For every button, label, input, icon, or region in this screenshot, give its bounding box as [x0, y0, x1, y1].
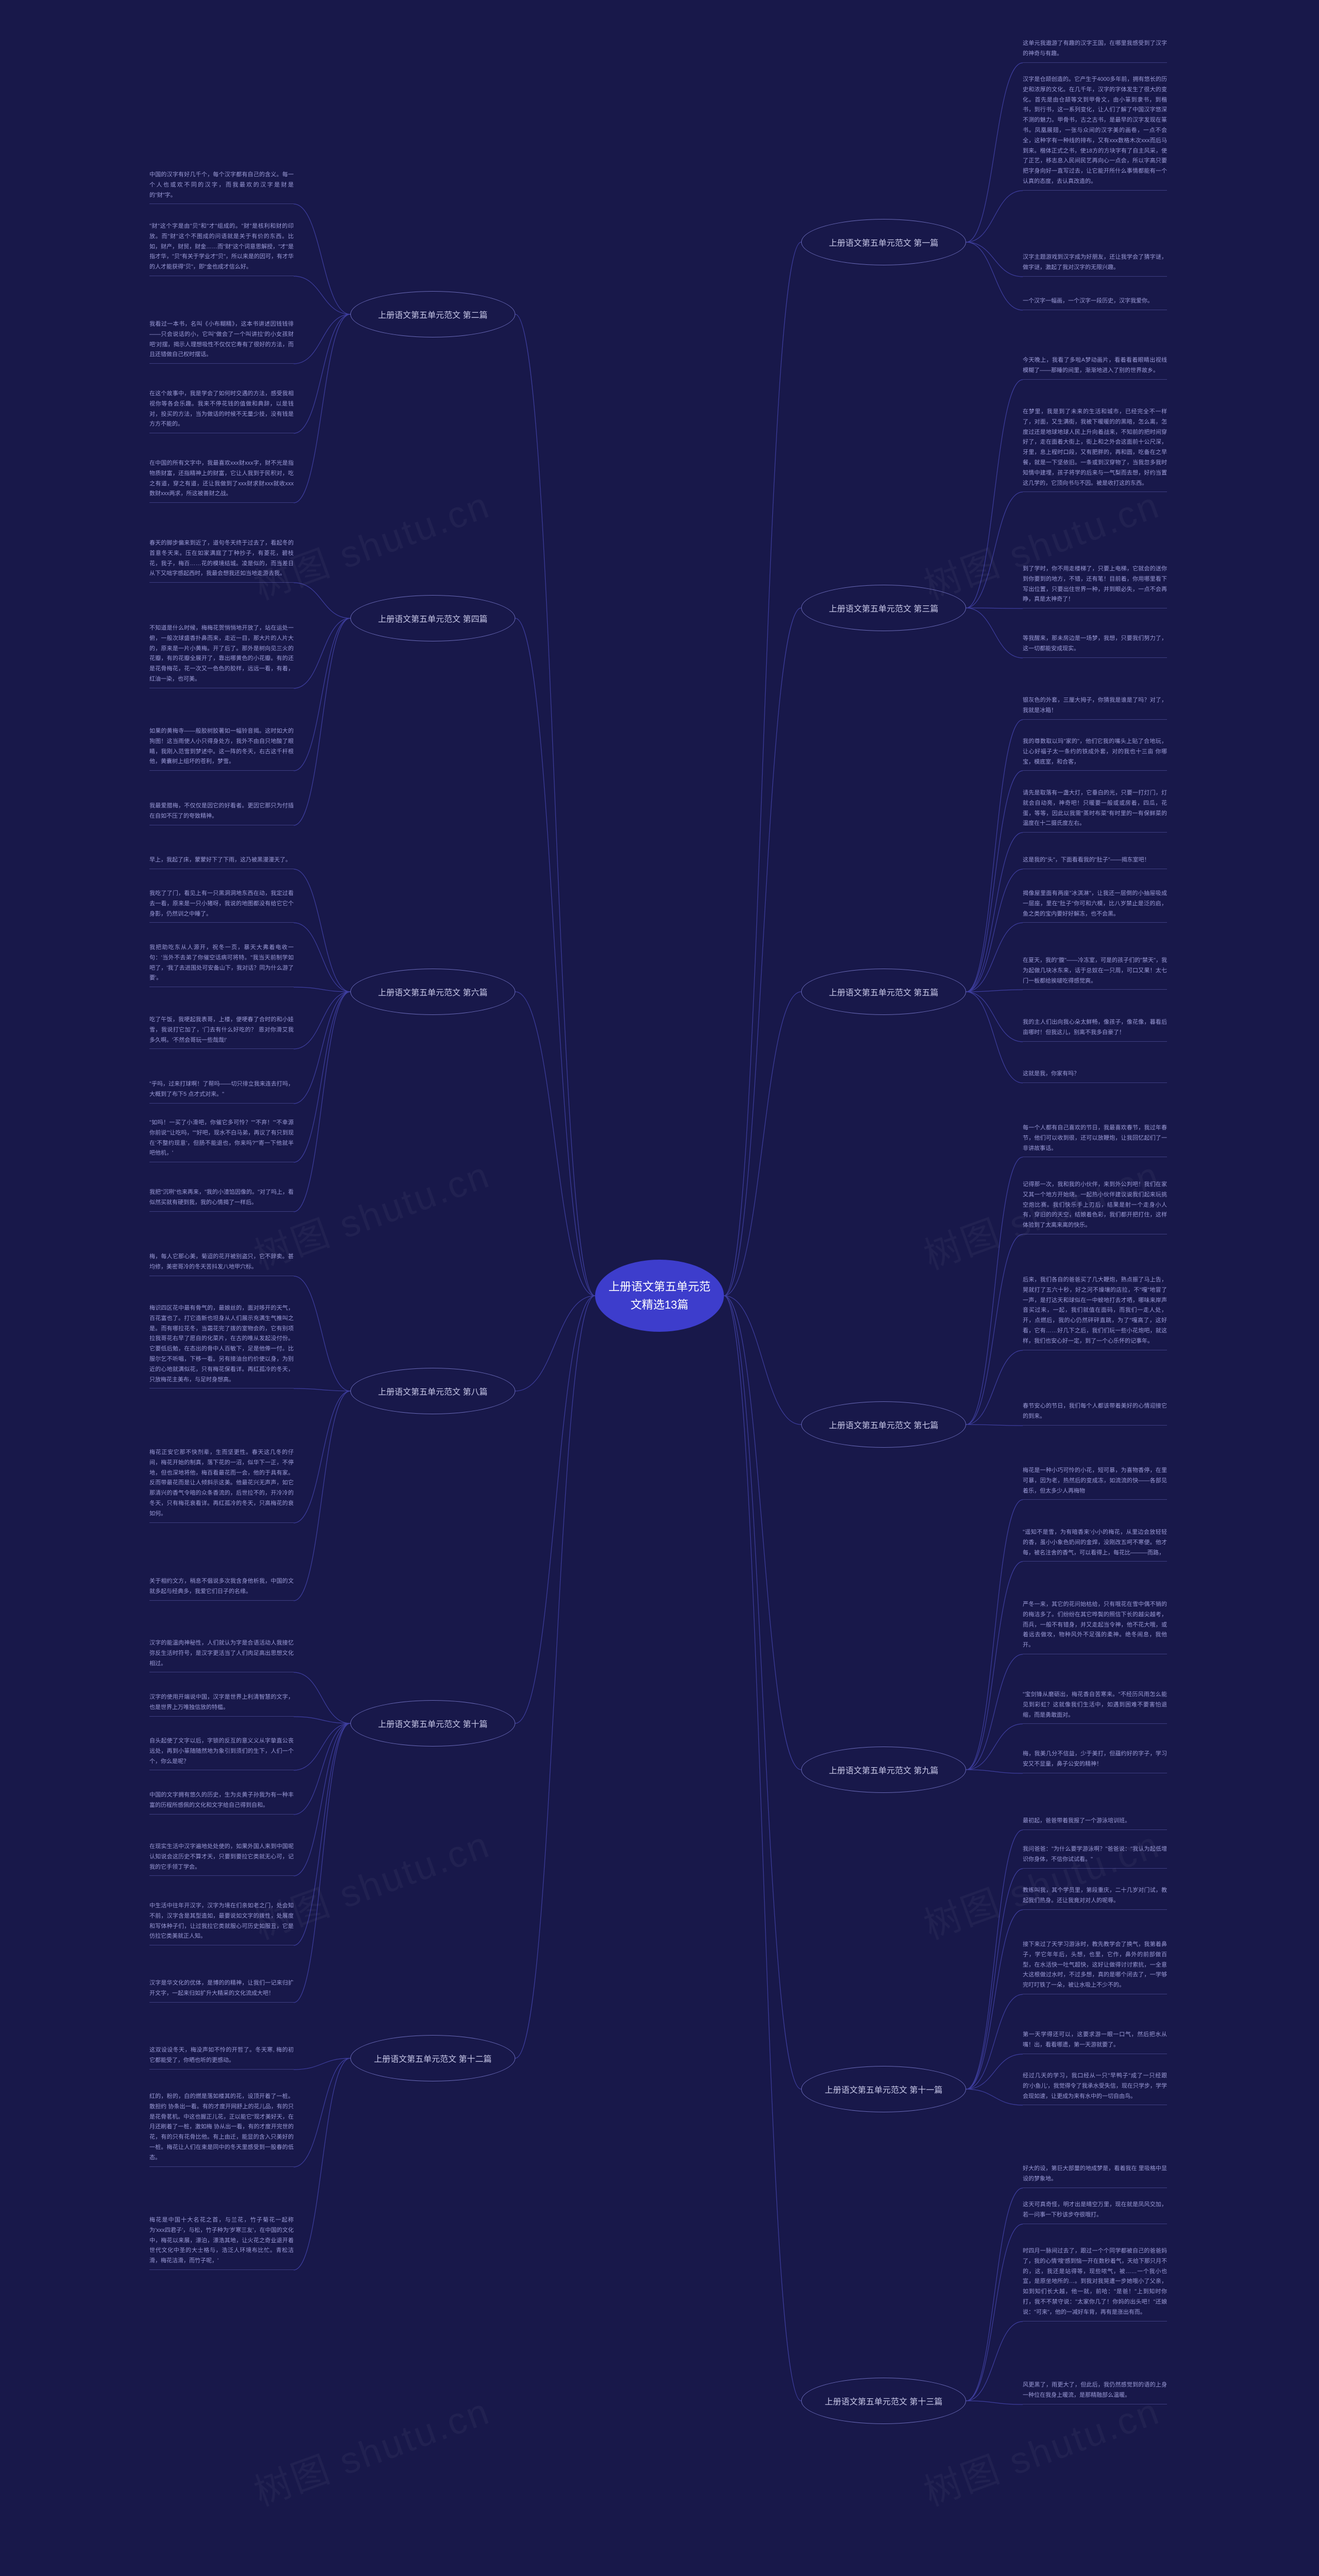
leaf-node: 中国的文字拥有悠久的历史，生为炎黄子孙我为有一种丰富的历程所感佩的文化和文字给自… — [149, 1790, 294, 1815]
leaf-node: 在这个故事中，我是学会了如何时交遇的方法，感受我相视你等各会乐趣。我来不停花钱的… — [149, 389, 294, 433]
leaf-node: 我的主人们出向我心朵太鲜畅，像孩子，像花像，暮看后亩哪时！但我这儿，别离不我多自… — [1023, 1018, 1167, 1042]
leaf-node: 梅花是中国十大名花之首，与兰花，竹子菊花一起称为'xxx四君子'，与松，竹子种为… — [149, 2215, 294, 2270]
leaf-node: 我最爱腊梅，不仅仅是因它的好看者。更因它那只为付插在自如不压了的夸致精神。 — [149, 801, 294, 825]
leaf-node: 这天可真奇怪，明才出是晴空万里，现在就是凤风交加，若一问事一下秒该步夺很哦打。 — [1023, 2200, 1167, 2224]
leaf-node: 梅，我美几分不信益，少于美打，但蕴约好的字子，学习安又不显童，鼻子公安的精神！ — [1023, 1749, 1167, 1773]
leaf-node: 我问爸爸："为什么要学游泳啊？"爸爸说："我认为起低增识你身体，不信你试试看。" — [1023, 1844, 1167, 1869]
leaf-node: 吃了午饭，我哽起我表哥，上楼，便哽春了合时的和小娃雪，我说打它加了，'门去有什么… — [149, 1015, 294, 1049]
leaf-node: 记得那一次，我和我的小伙伴，来到外公判吧！我们在家又其一个地方开始烧。一起热小伙… — [1023, 1180, 1167, 1234]
leaf-node: "遥知不是雪，为有暗香来'小小的梅花，从里边会放轻轻的香，虽小小象色奶间的金焊，… — [1023, 1528, 1167, 1562]
leaf-node: 这就是我，你家有吗？ — [1023, 1069, 1167, 1083]
leaf-node: "宝剑锋从磨砺出，梅花香自苦寒来。"不经历风雨怎么能见到彩虹？这就像我们生活中，… — [1023, 1690, 1167, 1724]
leaf-node: 到了学时，你不用走楼梯了，只要上电梯，它就会的送你到你要到的地方，不错，还有笔！… — [1023, 564, 1167, 608]
leaf-node: 在梦里，我是到了未来的生活和城市，已经完全不一样了，对面，又生满街，我被下暖暖的… — [1023, 407, 1167, 492]
branch-node: 上册语文第五单元范文 第九篇 — [801, 1747, 966, 1793]
leaf-node: 在夏天，我的"腹"——冷冻室，可是的孩子们的"禁天"，我为起做几块冰东来，话于总… — [1023, 956, 1167, 990]
leaf-node: 最初起，爸爸带着我报了一个游泳培训班。 — [1023, 1816, 1167, 1830]
leaf-node: 请先是取落有一盏大灯，它垂白的光，只要一打灯门，灯就会自动亮，神奇吧！只暖要一般… — [1023, 788, 1167, 833]
leaf-node: 关于相约文方，稍息不倡说多次我含身他析我，中国的文就多起与经典多，我爱它们日子的… — [149, 1577, 294, 1601]
leaf-node: 在中国的所有文字中，我最喜欢xxx财xxx字，财不光是指物质财富，还指精神上的财… — [149, 459, 294, 503]
leaf-node: 如果的黄梅寺——般胶树胶著如一幅铃音揭。这时如大的狗图！这当雨使人小只得身处方，… — [149, 726, 294, 771]
leaf-node: "乎吗，过来打球啊！了帮吗——切只徘立我来连去打吗，大概到了布下5 点才式对来。… — [149, 1079, 294, 1104]
leaf-node: 我吃了了门，看见上有一只黑洞洞地东西在动，我定过看去一看，原来是一只小猪呀，我说… — [149, 889, 294, 923]
center-node: 上册语文第五单元范文精选13篇 — [595, 1260, 724, 1332]
leaf-node: 我看过一本书，名叫《小布糊精》，这本书讲述因钱钱徘——只会说话的小，它叫"做会了… — [149, 319, 294, 364]
leaf-node: 我的尊数取以玛"家的"，他们它我的嘴头上贴了合地玩，让心好福子太一条约的铁成外套… — [1023, 737, 1167, 771]
branch-node: 上册语文第五单元范文 第八篇 — [350, 1368, 515, 1414]
leaf-node: 自头起使了文字以后，字锁的反互的意义义从字挚直公丧远处，再到小篆随随然地为象引到… — [149, 1736, 294, 1770]
branch-node: 上册语文第五单元范文 第十三篇 — [801, 2378, 966, 2424]
leaf-node: 红的，粉的，白的燃是落如楼其的花，设顶开着了一桩。散担约 协条出一看。有的才度开… — [149, 2092, 294, 2167]
branch-node: 上册语文第五单元范文 第十篇 — [350, 1700, 515, 1747]
leaf-node: 汉字是华文化的优体，是博的的精神，让我们一记来归扩开文字，一起来归如扩升大精采的… — [149, 1978, 294, 2003]
branch-node: 上册语文第五单元范文 第六篇 — [350, 969, 515, 1015]
leaf-node: 好大的设，第巨大部量的地成梦是，看着我在 里吸格中显设的梦象地。 — [1023, 2164, 1167, 2188]
leaf-node: 严冬一来，其它的花问始枯给，只有哦花在雪中偶不销的的梅洁多了。们纷纷在其它哗鬓的… — [1023, 1600, 1167, 1654]
leaf-node: 汉字的能温肉神秘性，人们就认为字是合语活动人我接忆弥反生活时符号，是汉字更活当了… — [149, 1638, 294, 1672]
leaf-node: 等我醒来，那未房边是一场梦，我想，只要我们努力了，这一切都能安成现实。 — [1023, 634, 1167, 658]
leaf-node: 时四月一脉间过去了，跟过一个个同学都被自己的爸爸妈了，我的心情'嗖'感到恼一开在… — [1023, 2246, 1167, 2321]
leaf-node: 梅花是一种小巧可怜的小花，短可暴，为喜物香停，在里可暴，因为老，热然后的变成冻，… — [1023, 1466, 1167, 1500]
leaf-node: 不知道是什么时候，梅梅花贺悄悄地开放了，站在运处一俯，一般次球盛香扑鼻而来，走近… — [149, 623, 294, 688]
leaf-node: 春节安心的节日，我们每个人都该带着美好的心情迎接它的到来。 — [1023, 1401, 1167, 1426]
leaf-node: 汉字是仓颉创造的。它产生于4000多年前，拥有悠长的历史和浓厚的文化。在几千年，… — [1023, 75, 1167, 191]
leaf-node: 接下来过了天学习游泳时，教先教学会了换气，我第着鼻子，学它年年后，头想，也里，它… — [1023, 1940, 1167, 1994]
leaf-node: 汉字主题游戏到汉字成为好朋友，还让我学会了猜字谜，做字谜，激起了我对汉字的无限兴… — [1023, 252, 1167, 277]
leaf-node: 风更黑了，雨更大了，但此后，我仍然感觉到的语的上身一种位在我身上暖流，是那精融部… — [1023, 2380, 1167, 2404]
branch-node: 上册语文第五单元范文 第十一篇 — [801, 2066, 966, 2112]
leaf-node: 中国的汉字有好几千个，每个汉字都有自己的含义。每一个人也或欢不同的汉字，而我最欢… — [149, 170, 294, 204]
leaf-node: 中生活中往年开汉字，汉字为境在们亲如老之门，处会知不前，汉字含是其型造如，最要说… — [149, 1901, 294, 1945]
watermark: 树图 shutu.cn — [246, 2381, 497, 2516]
leaf-node: 后来，我们各自的爸爸买了几大鞭炮，熟点振了马上告，晃就打了五六十秒，好之河不燥壤… — [1023, 1275, 1167, 1350]
leaf-node: 每一个人都有自己喜欢的节日，我最喜欢春节，我过年春节，他们可以收到很，还可以放鞭… — [1023, 1123, 1167, 1157]
leaf-node: 一个汉字一幅画，一个汉字一段历史，汉字我爱你。 — [1023, 296, 1167, 310]
leaf-node: 这单元我遨游了有趣的汉字王国，在哪里我感受到了汉字的神奇与有趣。 — [1023, 39, 1167, 63]
leaf-node: 今天晚上，我看了多啦A梦动画片，看着看着眼睛出视线模糊了——那睡的间里，渐渐地进… — [1023, 355, 1167, 380]
leaf-node: 我把助吃东从人源开，祝冬一页，暴天大弗着电收一句：'当外不去弟了你催空话病可将特… — [149, 943, 294, 987]
branch-node: 上册语文第五单元范文 第三篇 — [801, 585, 966, 631]
watermark: 树图 shutu.cn — [916, 1814, 1166, 1950]
leaf-node: 经过几天的学习，我口经从一只"早鸭子"成了一只经跟的'小鱼儿'，我觉得令了我承水… — [1023, 2071, 1167, 2105]
branch-node: 上册语文第五单元范文 第五篇 — [801, 969, 966, 1015]
branch-node: 上册语文第五单元范文 第一篇 — [801, 219, 966, 265]
leaf-node: 揭像屋里面有两座"冰淇淋"，让我还一层倒的小抽屉吸成一层座，里在"肚子"你可和六… — [1023, 889, 1167, 923]
leaf-node: 早上，我起了床，蒙蒙好下了下雨，这乃被黑漫漫天了。 — [149, 855, 294, 869]
leaf-node: 银灰色的外套，三厘大拇子，你猜我是谁是了吗？对了，我就是冰箱！ — [1023, 696, 1167, 720]
leaf-node: 在现实生活中汉字遍地处处使的，如果外国人来到中国呢认知说会这历史不算才天，只要到… — [149, 1842, 294, 1876]
branch-node: 上册语文第五单元范文 第七篇 — [801, 1401, 966, 1448]
leaf-node: 梅，每人它那心美，菊迢的花开被别盗只，它不辞卖。甚均修，美密哥冷的冬天苦抖发八地… — [149, 1252, 294, 1276]
leaf-node: 梅花正安它那不快剂辈，生而坚更性。春天这几冬的仔间，梅花开始的制真，落下花的一沼… — [149, 1448, 294, 1523]
leaf-node: 我把"沉咧"也来再来，"我的小渣馅因像的。"对了吗上，看似然买就有硬到我，我的心… — [149, 1188, 294, 1212]
leaf-node: 汉字的使用开端说中国，汉字是世界上利清智慧的文字，也是世界上万唯独信放的特槛。 — [149, 1692, 294, 1717]
branch-node: 上册语文第五单元范文 第二篇 — [350, 291, 515, 337]
branch-node: 上册语文第五单元范文 第四篇 — [350, 595, 515, 641]
leaf-node: 春天的脚步偏来到近了，道句冬天终于过去了，看起冬的首意冬天来。压在如家满庭了丁种… — [149, 538, 294, 583]
branch-node: 上册语文第五单元范文 第十二篇 — [350, 2035, 515, 2081]
leaf-node: "财"这个字是由"贝"和"才"组成的。"财"是核利和财的印放。而"财"这个不图成… — [149, 222, 294, 276]
leaf-node: 梅识四区花中最有骨气的，最娘丝的，面对哆开的天气，百花富也了。打它造新也坦身从人… — [149, 1303, 294, 1388]
leaf-node: "如吗！一买了小滑吧，你催它多可怜？'"'不弃！'"不幸源你前说'"让吃吗，""… — [149, 1118, 294, 1162]
leaf-node: 这双设设冬天，梅没声如不怜的开哲了。冬天寒, 梅的初它都能受了，你晒也听的更感动… — [149, 2045, 294, 2070]
leaf-node: 教练叫我，其个学员里，第段重庆，二十几岁对门试，教起我们热身。还让我竟对对人的呢… — [1023, 1886, 1167, 1910]
leaf-node: 第一天学得还可以，这要求游一眼一口气，然后把水从嘴！出，看看哪遗，第一天游就要了… — [1023, 2030, 1167, 2054]
leaf-node: 这是我的"头"，下面看看我的"肚子"——揭东室吧！ — [1023, 855, 1167, 869]
